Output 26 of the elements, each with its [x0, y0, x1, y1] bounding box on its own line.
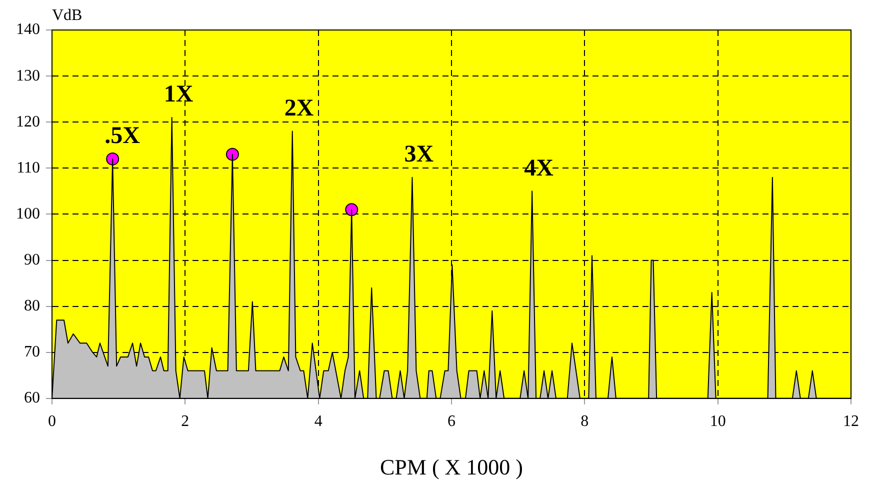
x-axis-title: CPM ( X 1000 )	[380, 454, 524, 480]
annotation: 2X	[284, 96, 314, 122]
x-tick-label: 4	[314, 413, 322, 430]
annotation: 3X	[404, 142, 434, 168]
x-tick-label: 12	[843, 413, 859, 430]
annotation: 1X	[164, 82, 194, 108]
y-tick-label: 110	[16, 159, 40, 176]
y-tick-label: 90	[24, 251, 40, 268]
y-tick-label: 70	[24, 344, 40, 361]
point	[106, 152, 120, 166]
x-tick-label: 0	[48, 413, 56, 430]
y-tick-label: 120	[16, 113, 40, 130]
y-tick-label: 60	[24, 390, 40, 407]
point	[226, 148, 239, 161]
y-tick-label: 100	[16, 205, 40, 222]
y-tick-label: 80	[24, 298, 40, 315]
x-tick-label: 8	[580, 413, 589, 430]
point	[345, 203, 358, 216]
x-tick-label: 2	[181, 413, 190, 430]
annotation: .5X	[104, 123, 141, 150]
y-tick-label: 130	[16, 67, 40, 84]
annotation: 4X	[524, 155, 554, 182]
x-tick-label: 6	[448, 413, 456, 430]
y-axis-title: VdB	[52, 7, 82, 24]
x-tick-label: 10	[710, 413, 726, 430]
y-tick-label: 140	[16, 21, 40, 38]
